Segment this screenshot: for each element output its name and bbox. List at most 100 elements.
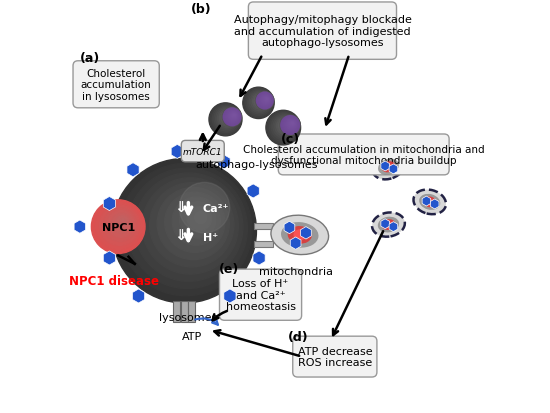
Circle shape [100,206,140,246]
Circle shape [257,93,273,109]
Text: ATP: ATP [183,331,202,341]
Text: (e): (e) [219,262,240,275]
Polygon shape [301,227,311,240]
Circle shape [234,115,235,116]
Text: Autophagy/mitophagy blockade
and accumulation of indigested
autophago-lysosomes: Autophagy/mitophagy blockade and accumul… [234,15,411,48]
Circle shape [195,212,207,224]
Circle shape [260,95,271,106]
Polygon shape [284,222,295,234]
Circle shape [277,118,294,135]
Circle shape [211,104,241,135]
Text: NPC1: NPC1 [102,222,135,232]
Circle shape [289,122,295,127]
Circle shape [224,114,233,122]
Text: (d): (d) [288,330,308,343]
Circle shape [219,110,236,127]
Circle shape [266,111,301,145]
Circle shape [135,173,243,282]
Polygon shape [178,304,190,318]
Ellipse shape [423,197,437,208]
Circle shape [280,120,292,132]
Text: (a): (a) [80,52,100,65]
Polygon shape [254,223,273,229]
Circle shape [107,211,134,238]
Circle shape [232,114,236,119]
Polygon shape [171,145,183,159]
Circle shape [230,113,237,119]
Circle shape [264,97,269,102]
Circle shape [103,208,137,242]
Circle shape [216,108,238,130]
FancyBboxPatch shape [73,62,160,109]
FancyBboxPatch shape [278,135,449,176]
FancyBboxPatch shape [293,336,377,377]
Circle shape [268,112,300,144]
Ellipse shape [293,230,306,241]
FancyBboxPatch shape [182,141,224,162]
FancyBboxPatch shape [219,269,301,320]
Circle shape [116,216,129,230]
Circle shape [266,99,268,100]
Circle shape [261,96,271,105]
Circle shape [229,112,238,121]
Ellipse shape [385,222,392,228]
Polygon shape [253,252,265,266]
Text: ⇓: ⇓ [174,200,186,215]
Circle shape [112,214,131,234]
Polygon shape [103,252,116,266]
Circle shape [212,106,240,133]
Circle shape [256,92,274,110]
Circle shape [112,159,256,303]
Ellipse shape [382,220,395,230]
Polygon shape [127,164,139,177]
Circle shape [258,94,272,108]
Text: Loss of H⁺
and Ca²⁺
homeostasis: Loss of H⁺ and Ca²⁺ homeostasis [226,278,295,311]
Circle shape [257,93,273,109]
Circle shape [91,200,145,254]
Circle shape [286,123,289,126]
Circle shape [157,188,229,260]
Text: H⁺: H⁺ [203,233,218,242]
Circle shape [256,92,274,110]
Polygon shape [74,221,86,234]
Text: (c): (c) [281,133,300,145]
Circle shape [257,97,265,105]
Circle shape [252,94,268,110]
Circle shape [223,108,241,127]
Circle shape [292,123,293,125]
Circle shape [254,95,267,108]
Ellipse shape [382,162,395,173]
Polygon shape [103,197,116,211]
Circle shape [226,110,240,124]
Circle shape [179,183,230,233]
Polygon shape [381,219,389,229]
Ellipse shape [426,199,433,206]
Circle shape [251,93,270,112]
Circle shape [280,116,300,136]
Circle shape [180,202,216,238]
Polygon shape [224,289,236,303]
Text: lysosomes: lysosomes [160,312,217,322]
Circle shape [95,203,142,250]
Circle shape [282,121,291,130]
Circle shape [275,117,295,137]
Circle shape [119,219,126,226]
Circle shape [172,197,221,246]
Polygon shape [389,222,398,232]
Circle shape [265,98,268,101]
Polygon shape [133,289,145,303]
Circle shape [290,122,294,126]
Circle shape [289,121,295,128]
Circle shape [256,96,266,107]
Circle shape [280,116,300,136]
Ellipse shape [378,217,399,233]
Polygon shape [181,301,188,322]
Circle shape [263,97,270,103]
Text: ⇓: ⇓ [174,227,186,242]
Text: mitochondria: mitochondria [258,266,333,276]
Polygon shape [422,197,431,206]
Circle shape [244,89,273,118]
Ellipse shape [419,195,441,210]
Circle shape [119,164,252,296]
Ellipse shape [378,159,399,176]
